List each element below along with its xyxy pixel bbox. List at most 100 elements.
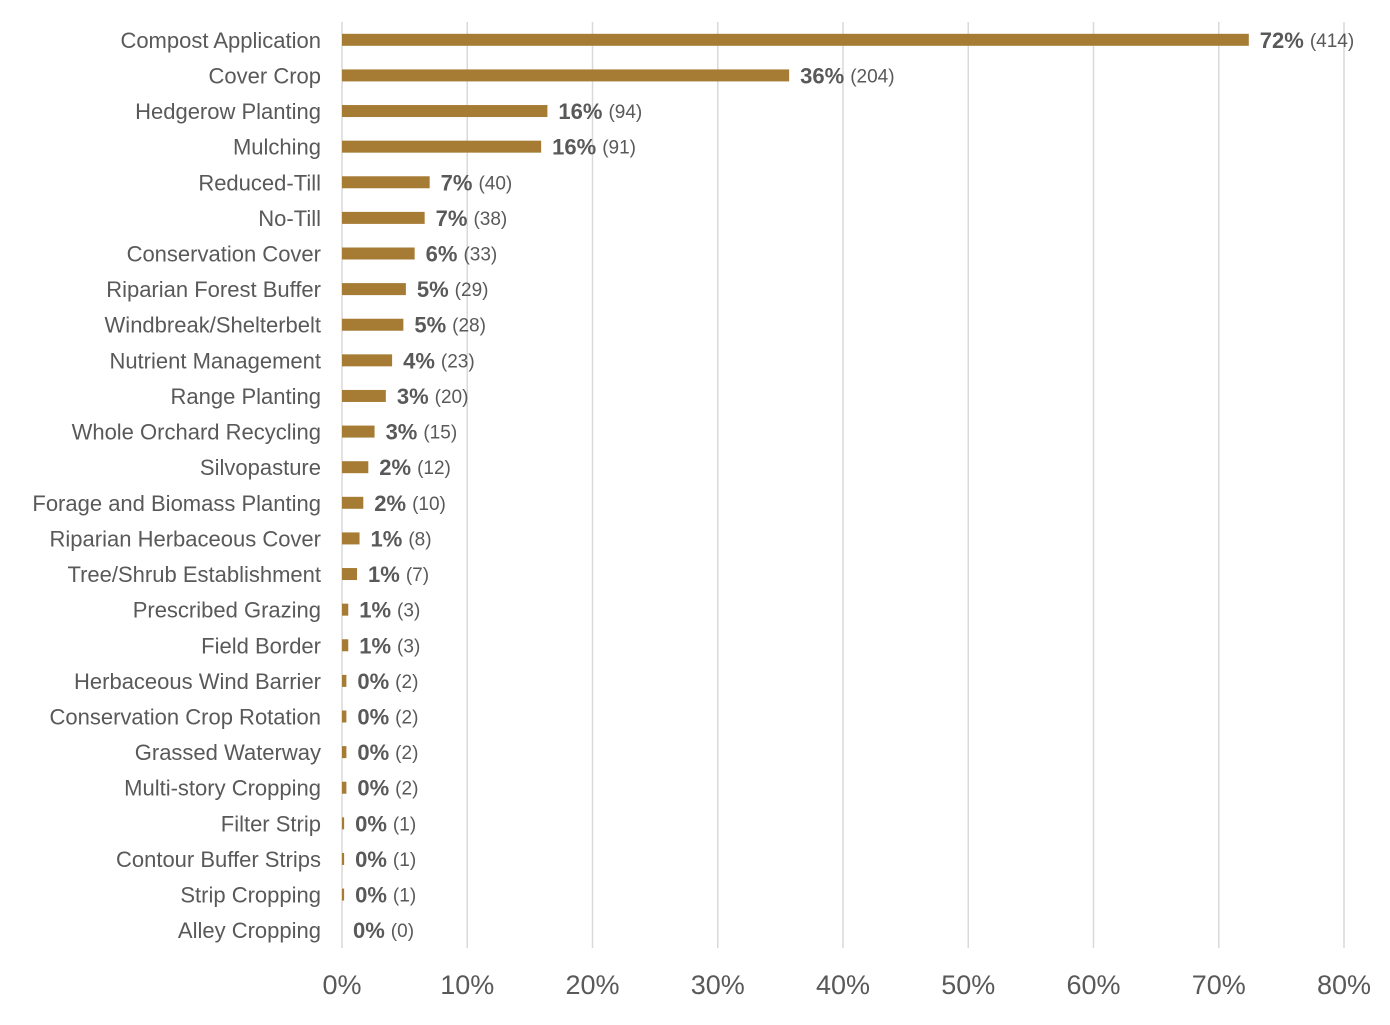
- percent-label: 2%: [379, 455, 411, 480]
- category-label: Hedgerow Planting: [135, 99, 321, 124]
- count-label: (2): [395, 672, 418, 693]
- count-label: (414): [1310, 31, 1354, 52]
- bar: [342, 105, 548, 118]
- bar: [342, 461, 369, 474]
- x-tick-label: 70%: [1192, 970, 1246, 1000]
- count-label: (38): [473, 209, 507, 230]
- count-label: (3): [397, 601, 420, 622]
- percent-label: 72%: [1260, 28, 1304, 53]
- bar: [342, 639, 349, 652]
- category-label: Nutrient Management: [109, 348, 321, 373]
- percent-label: 1%: [368, 562, 400, 587]
- bar: [342, 603, 349, 616]
- count-label: (33): [463, 245, 497, 266]
- bar: [342, 852, 345, 865]
- percent-label: 7%: [441, 170, 473, 195]
- count-label: (2): [395, 708, 418, 729]
- x-tick-label: 0%: [322, 970, 361, 1000]
- percent-label: 3%: [397, 384, 429, 409]
- category-label: Conservation Cover: [127, 242, 321, 267]
- count-label: (7): [406, 565, 429, 586]
- percent-label: 0%: [357, 705, 389, 730]
- category-label: Field Border: [201, 633, 321, 658]
- percent-label: 0%: [355, 847, 387, 872]
- percent-label: 7%: [436, 206, 468, 231]
- count-label: (91): [602, 138, 636, 159]
- bar: [342, 140, 542, 153]
- bar: [342, 674, 347, 687]
- count-label: (94): [608, 102, 642, 123]
- category-label: Grassed Waterway: [135, 740, 321, 765]
- bar: [342, 354, 393, 367]
- percent-label: 2%: [374, 491, 406, 516]
- gridlines: [466, 22, 1345, 948]
- bar: [342, 817, 345, 830]
- percent-label: 1%: [359, 633, 391, 658]
- category-label: Windbreak/Shelterbelt: [105, 313, 321, 338]
- percent-label: 1%: [371, 526, 403, 551]
- percent-label: 0%: [357, 669, 389, 694]
- category-label: Cover Crop: [209, 63, 321, 88]
- category-label: Range Planting: [171, 384, 321, 409]
- bar: [342, 33, 1249, 46]
- value-axis: 0% 10% 20% 30% 40% 50% 60% 70% 80%: [322, 22, 1371, 1000]
- bar: [342, 211, 425, 224]
- data-labels: 72% (414)36% (204)16% (94)16% (91)7% (40)7% (3…: [353, 28, 1354, 943]
- category-label: Alley Cropping: [178, 918, 321, 943]
- category-label: Tree/Shrub Establishment: [67, 562, 321, 587]
- percent-label: 5%: [414, 313, 446, 338]
- count-label: (20): [435, 387, 469, 408]
- count-label: (2): [395, 743, 418, 764]
- x-tick-label: 40%: [816, 970, 870, 1000]
- bar: [342, 888, 345, 901]
- category-label: Contour Buffer Strips: [116, 847, 321, 872]
- percent-label: 36%: [800, 63, 844, 88]
- category-label: Riparian Herbaceous Cover: [50, 526, 321, 551]
- count-label: (23): [441, 351, 475, 372]
- category-label: Prescribed Grazing: [133, 598, 321, 623]
- count-label: (15): [423, 423, 457, 444]
- bar: [342, 247, 415, 260]
- x-tick-label: 80%: [1317, 970, 1371, 1000]
- bar: [342, 781, 347, 794]
- percent-label: 0%: [353, 918, 385, 943]
- category-label: Reduced-Till: [198, 170, 321, 195]
- percent-label: 0%: [355, 811, 387, 836]
- count-label: (1): [393, 850, 416, 871]
- category-label: Forage and Biomass Planting: [32, 491, 321, 516]
- percent-label: 5%: [417, 277, 449, 302]
- category-label: Whole Orchard Recycling: [72, 420, 321, 445]
- bar: [342, 746, 347, 759]
- percent-label: 0%: [355, 883, 387, 908]
- x-tick-label: 50%: [941, 970, 995, 1000]
- category-label: Mulching: [233, 135, 321, 160]
- category-labels: Compost Application Cover Crop Hedgerow Pl…: [32, 28, 321, 943]
- count-label: (1): [393, 814, 416, 835]
- category-label: Herbaceous Wind Barrier: [74, 669, 321, 694]
- category-label: Silvopasture: [200, 455, 321, 480]
- count-label: (12): [417, 458, 451, 479]
- percent-label: 1%: [359, 598, 391, 623]
- count-label: (29): [455, 280, 489, 301]
- category-label: Filter Strip: [221, 811, 321, 836]
- percent-label: 3%: [386, 420, 418, 445]
- category-label: Conservation Crop Rotation: [50, 705, 321, 730]
- percent-label: 16%: [552, 135, 596, 160]
- percent-label: 4%: [403, 348, 435, 373]
- count-label: (10): [412, 494, 446, 515]
- bar: [342, 532, 360, 545]
- percent-label: 6%: [426, 242, 458, 267]
- x-tick-label: 30%: [691, 970, 745, 1000]
- bar: [342, 69, 790, 82]
- bar: [342, 283, 406, 296]
- percent-label: 0%: [357, 776, 389, 801]
- x-tick-label: 10%: [440, 970, 494, 1000]
- count-label: (3): [397, 636, 420, 657]
- count-label: (204): [850, 66, 894, 87]
- bar: [342, 318, 404, 331]
- percent-label: 16%: [558, 99, 602, 124]
- count-label: (28): [452, 316, 486, 337]
- bar: [342, 710, 347, 723]
- category-label: Multi-story Cropping: [124, 776, 321, 801]
- x-tick-label: 60%: [1066, 970, 1120, 1000]
